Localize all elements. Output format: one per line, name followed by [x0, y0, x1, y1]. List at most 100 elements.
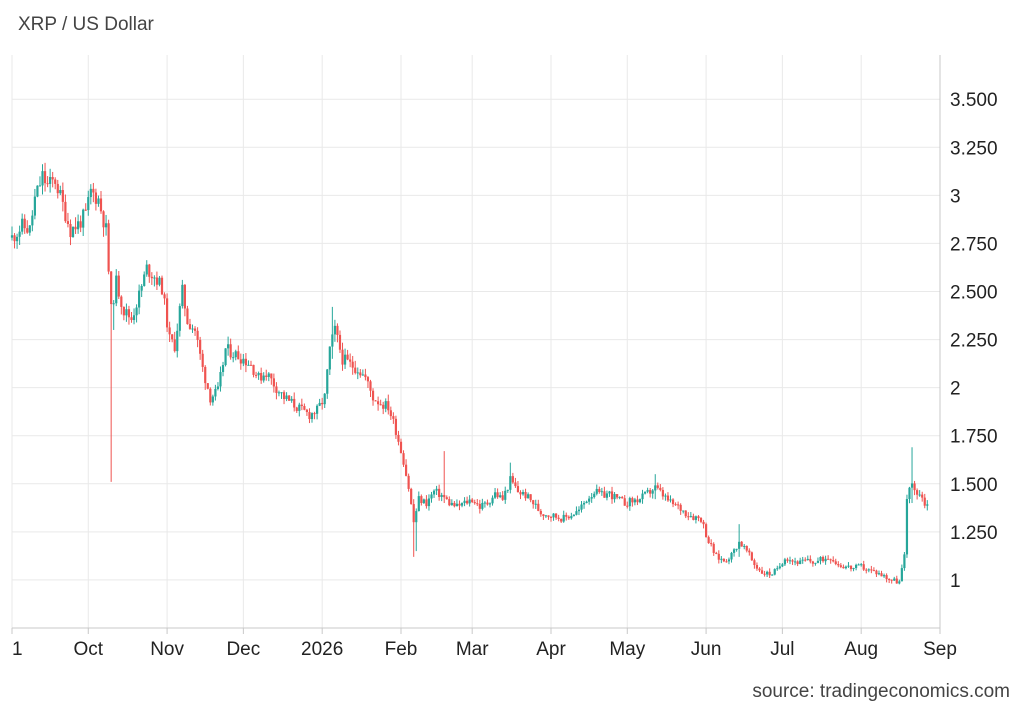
candle-up [31, 215, 34, 226]
candle-down [249, 364, 253, 366]
candle-down [66, 221, 70, 225]
candle-down [336, 325, 339, 335]
candle-down [753, 560, 756, 566]
candle-up [221, 365, 225, 373]
candle-down [760, 570, 764, 574]
candle-up [234, 351, 237, 358]
candle-down [631, 498, 634, 503]
candle-up [783, 559, 787, 565]
candle-up [82, 209, 85, 228]
x-tick-label: Dec [226, 639, 260, 660]
candle-up [10, 235, 14, 238]
candle-down [51, 177, 54, 180]
candle-down [321, 402, 324, 405]
candle-down [496, 492, 499, 498]
candle-down [547, 515, 550, 517]
candle-down [102, 211, 105, 228]
candle-down [532, 500, 535, 505]
candle-up [720, 558, 723, 560]
candle-up [232, 357, 235, 359]
candle-down [354, 367, 357, 373]
x-tick-label: Apr [536, 639, 566, 660]
y-tick-label: 2.750 [950, 234, 998, 255]
candle-down [821, 556, 825, 562]
candle-down [722, 558, 725, 562]
candle-down [748, 550, 751, 553]
candle-up [613, 494, 616, 500]
candle-down [186, 308, 189, 325]
candle-down [880, 573, 883, 577]
candle-down [692, 516, 695, 520]
candle-down [656, 485, 659, 488]
candle-up [333, 325, 336, 335]
candle-down [275, 386, 278, 393]
candle-down [740, 541, 743, 547]
candle-down [229, 344, 232, 358]
candle-up [877, 573, 881, 575]
candle-up [310, 413, 314, 420]
candle-up [814, 562, 817, 564]
candle-down [260, 372, 263, 381]
candle-up [432, 490, 436, 495]
candle-down [412, 504, 415, 523]
candle-down [542, 514, 545, 517]
axes: 3.500 3.250 3 2.750 2.500 2.250 2 1.750 1.500 1.2… [11, 55, 998, 660]
candle-down [295, 407, 298, 411]
candle-down [392, 416, 395, 419]
candle-up [898, 581, 901, 584]
candle-down [272, 378, 275, 387]
candle-up [867, 569, 870, 571]
candle-up [694, 516, 698, 520]
candle-up [781, 564, 784, 567]
candle-up [450, 502, 453, 506]
candle-down [679, 504, 682, 511]
candle-up [633, 499, 637, 503]
candle-up [903, 554, 906, 569]
candle-up [527, 494, 530, 499]
candle-up [422, 499, 425, 504]
candle-up [608, 491, 611, 494]
candle-down [501, 495, 504, 500]
candle-down [23, 218, 26, 229]
candle-down [671, 499, 675, 505]
candle-down [150, 276, 153, 279]
candle-down [201, 353, 204, 367]
candle-down [913, 483, 916, 491]
chart-title: XRP / US Dollar [18, 14, 154, 35]
candle-down [476, 503, 479, 505]
candle-up [71, 226, 75, 238]
candle-up [343, 354, 347, 365]
candle-up [227, 344, 230, 349]
candle-up [819, 556, 822, 561]
candle-up [143, 274, 146, 286]
candle-up [732, 549, 736, 553]
candle-up [36, 185, 39, 197]
candle-up [730, 552, 733, 560]
candle-down [704, 524, 708, 538]
candle-up [544, 515, 548, 517]
candle-up [41, 171, 44, 186]
candle-down [130, 317, 133, 321]
candle-up [926, 504, 929, 506]
candle-up [214, 388, 217, 397]
candle-up [140, 285, 143, 291]
candle-up [21, 218, 24, 232]
candle-up [654, 485, 657, 491]
candle-up [331, 334, 334, 347]
candle-up [112, 303, 115, 305]
candle-up [580, 504, 583, 510]
candle-up [33, 196, 36, 216]
candle-down [379, 404, 382, 406]
candle-up [176, 330, 179, 352]
candle-up [435, 488, 438, 491]
candle-down [374, 400, 377, 402]
candle-down [196, 330, 199, 340]
candle-down [623, 498, 626, 506]
candle-down [870, 569, 873, 571]
candle-up [97, 198, 100, 204]
candle-down [872, 570, 875, 572]
candle-up [178, 306, 181, 331]
candle-up [361, 374, 364, 376]
candle-down [377, 401, 380, 405]
candle-up [506, 489, 509, 491]
